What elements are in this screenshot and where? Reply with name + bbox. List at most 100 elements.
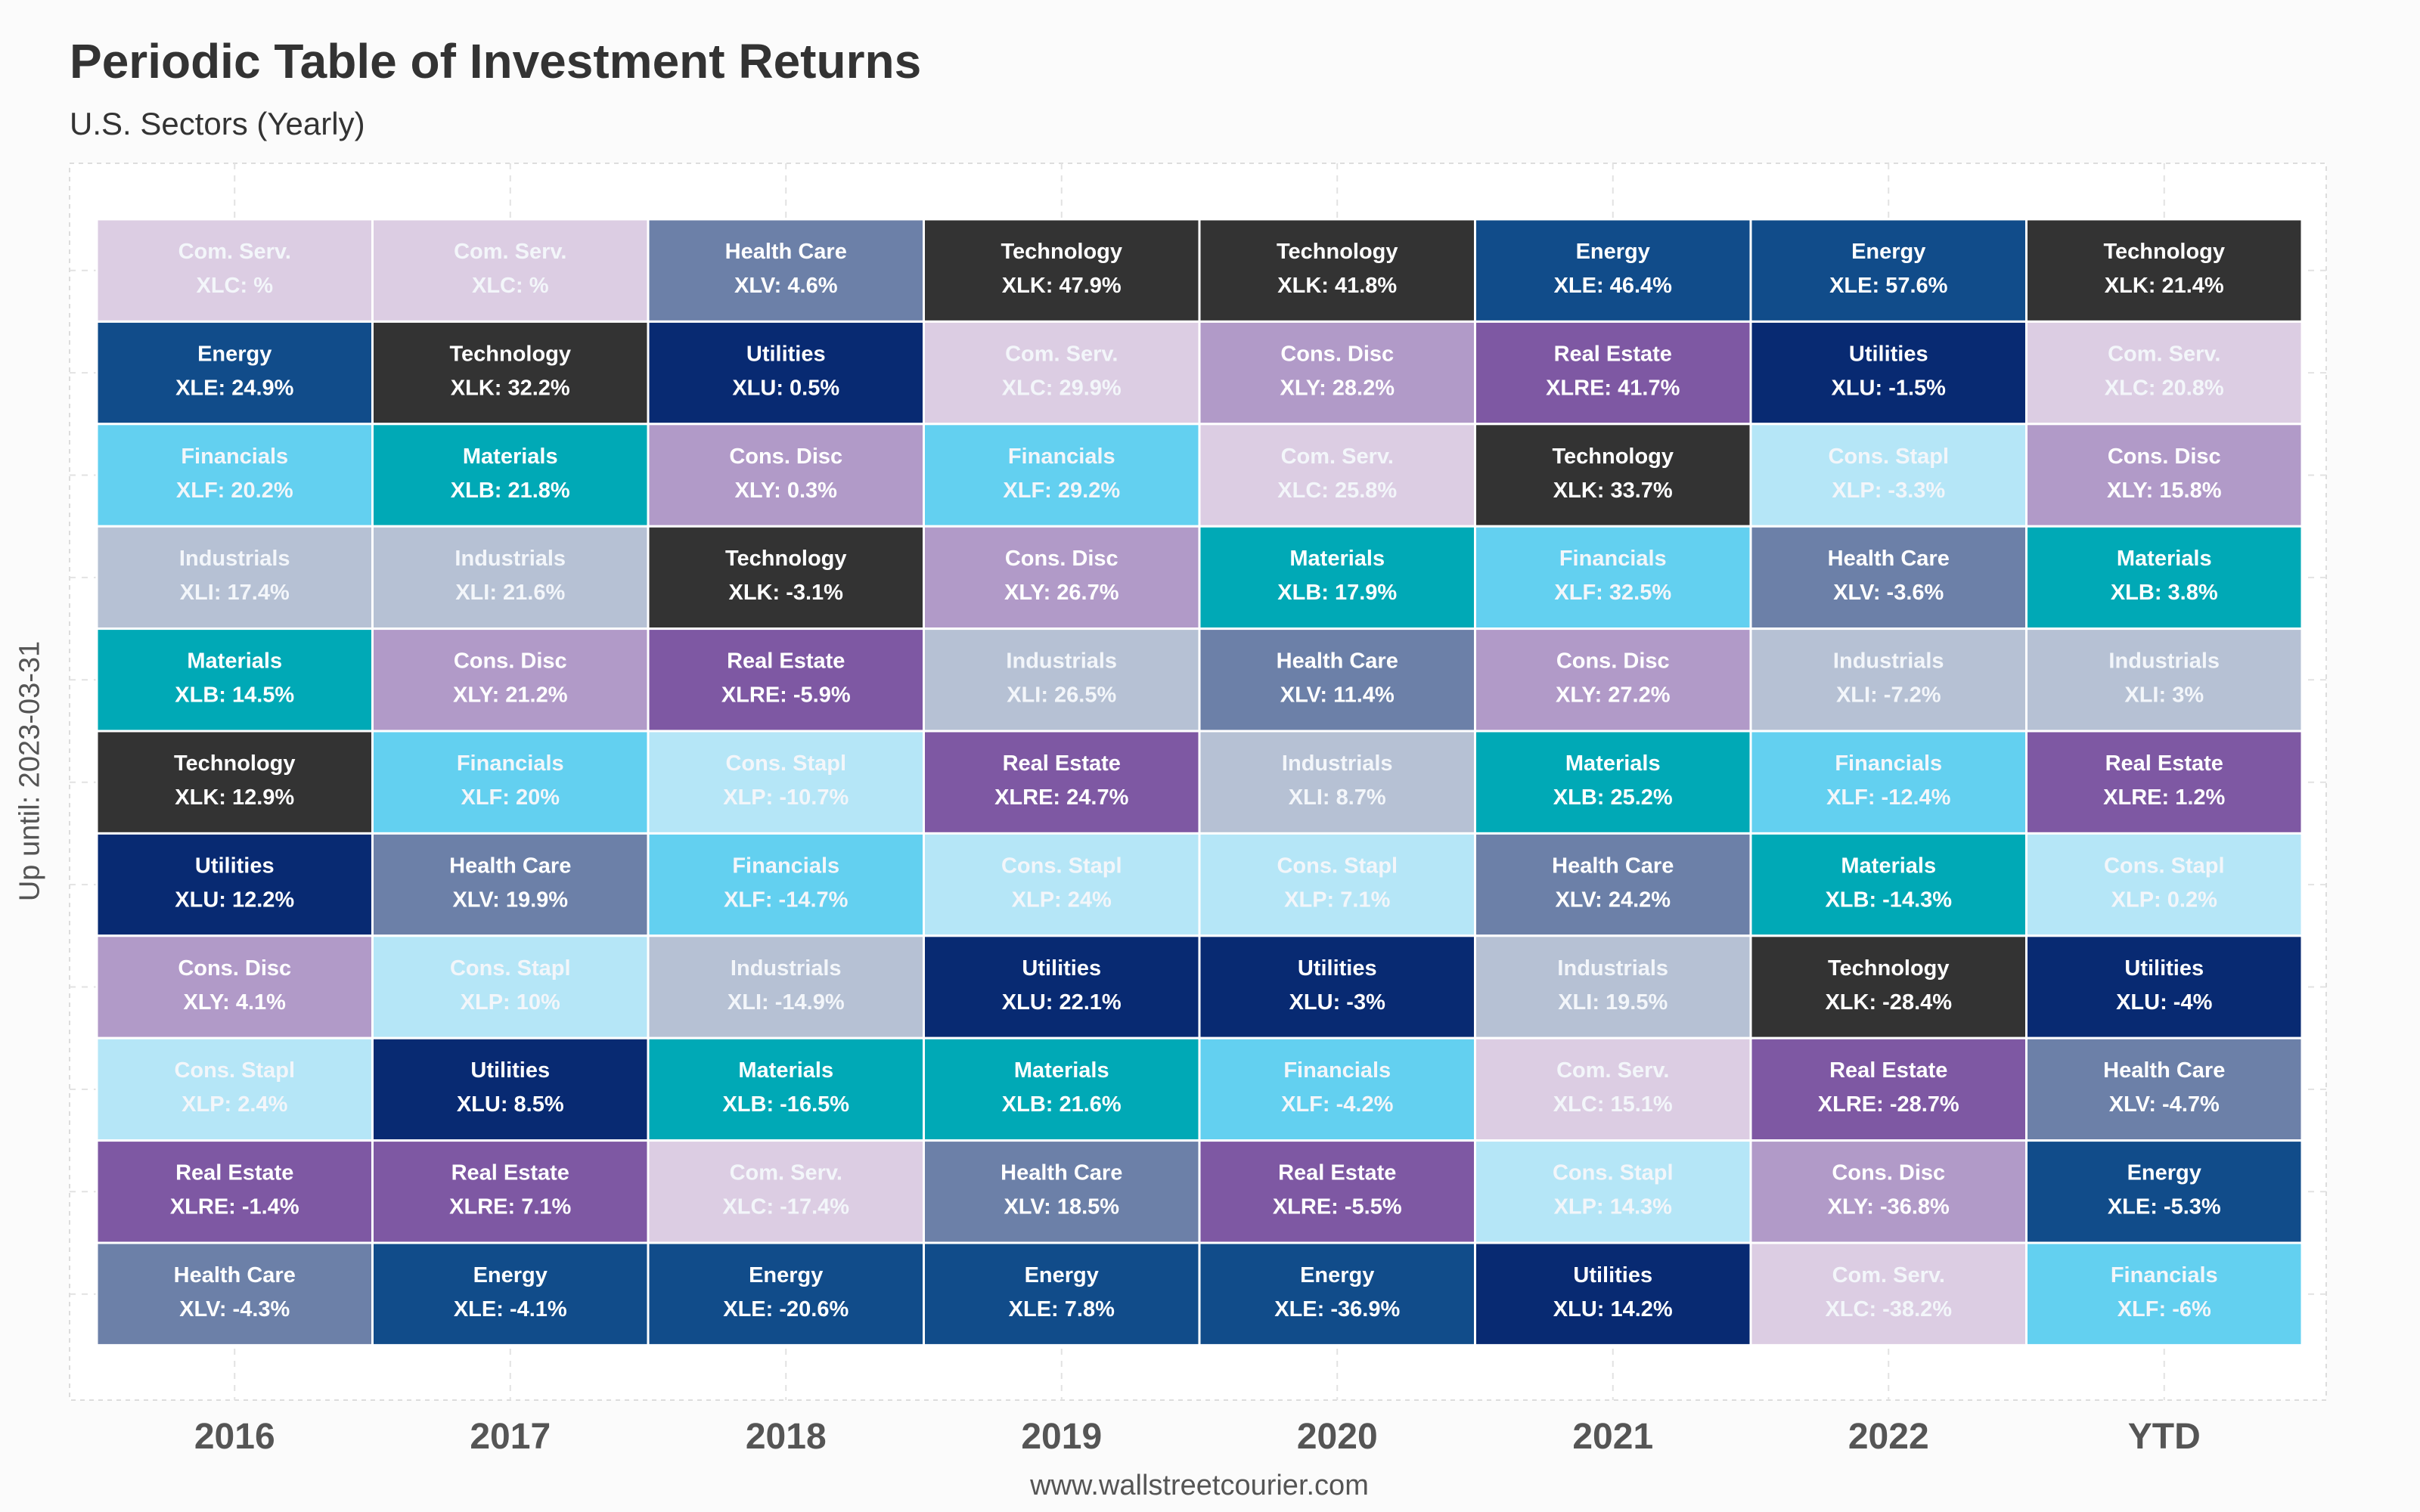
tile <box>95 1241 374 1346</box>
x-tick-label: 2021 <box>1572 1417 1653 1457</box>
tile <box>1749 730 2028 835</box>
tile <box>371 832 650 937</box>
tile-return-label: XLK: 41.8% <box>1277 274 1397 298</box>
tile-sector-label: Financials <box>1008 445 1115 469</box>
tile-sector-label: Industrials <box>1833 649 1944 674</box>
tile-sector-label: Com. Serv. <box>1832 1263 1945 1287</box>
tile <box>1749 1139 2028 1244</box>
tile-sector-label: Health Care <box>174 1263 296 1287</box>
tile-return-label: XLK: -28.4% <box>1825 990 1952 1015</box>
tile-sector-label: Real Estate <box>2105 751 2223 776</box>
tile-return-label: XLC: 20.8% <box>2105 376 2224 400</box>
tile <box>95 832 374 937</box>
tile-sector-label: Industrials <box>1006 649 1117 674</box>
tile-sector-label: Utilities <box>470 1058 550 1083</box>
tile-return-label: XLY: 21.2% <box>453 683 568 708</box>
tile-return-label: XLF: 20.2% <box>176 479 293 503</box>
tile-sector-label: Materials <box>738 1058 833 1083</box>
tile-sector-label: Technology <box>1828 956 1950 981</box>
tile-return-label: XLK: 33.7% <box>1553 479 1673 503</box>
tile-sector-label: Health Care <box>725 240 847 264</box>
tile-return-label: XLE: 7.8% <box>1009 1297 1115 1321</box>
tile-return-label: XLF: -4.2% <box>1281 1092 1393 1117</box>
tile-return-label: XLI: -7.2% <box>1836 683 1941 708</box>
tile <box>2025 1036 2304 1142</box>
tile-sector-label: Materials <box>463 445 558 469</box>
tile <box>1749 934 2028 1040</box>
tile-return-label: XLRE: -5.5% <box>1273 1195 1402 1219</box>
tile-sector-label: Energy <box>1025 1263 1099 1287</box>
tile-sector-label: Real Estate <box>1554 342 1672 366</box>
tile-return-label: XLB: 17.9% <box>1277 581 1397 605</box>
tile-sector-label: Cons. Disc <box>454 649 567 674</box>
tile-sector-label: Energy <box>197 342 271 366</box>
tile <box>2025 730 2304 835</box>
tile-sector-label: Financials <box>457 751 564 776</box>
tile-return-label: XLY: 4.1% <box>184 990 287 1015</box>
tile <box>371 320 650 426</box>
tile-return-label: XLV: -4.7% <box>2109 1092 2220 1117</box>
tile-sector-label: Health Care <box>2103 1058 2225 1083</box>
tile-sector-label: Utilities <box>1298 956 1377 981</box>
tile <box>1474 934 1752 1040</box>
tile <box>923 730 1201 835</box>
tile-sector-label: Financials <box>1835 751 1942 776</box>
tile <box>1474 627 1752 733</box>
tile-sector-label: Cons. Stapl <box>1828 445 1949 469</box>
tile-return-label: XLE: -4.1% <box>454 1297 567 1321</box>
tile-sector-label: Utilities <box>1573 1263 1652 1287</box>
tile-sector-label: Industrials <box>179 547 290 571</box>
x-tick-label: 2019 <box>1021 1417 1102 1457</box>
tile-return-label: XLK: -3.1% <box>729 581 844 605</box>
tile-return-label: XLK: 47.9% <box>1002 274 1122 298</box>
tile-sector-label: Health Care <box>1552 854 1674 878</box>
x-tick-label: YTD <box>2128 1417 2201 1457</box>
tile-return-label: XLF: -12.4% <box>1826 785 1951 810</box>
tile-return-label: XLP: 7.1% <box>1284 888 1390 912</box>
tile-sector-label: Health Care <box>1828 547 1950 571</box>
tile-return-label: XLI: 19.5% <box>1558 990 1668 1015</box>
tile <box>95 934 374 1040</box>
tile <box>1749 423 2028 528</box>
tile <box>95 218 374 323</box>
tile-sector-label: Real Estate <box>1278 1161 1396 1185</box>
tile-sector-label: Financials <box>1283 1058 1391 1083</box>
tile <box>1474 832 1752 937</box>
tile-return-label: XLI: -14.9% <box>728 990 845 1015</box>
tile-return-label: XLY: -36.8% <box>1828 1195 1950 1219</box>
tile <box>647 832 925 937</box>
tile <box>1474 1241 1752 1346</box>
tile-sector-label: Health Care <box>1001 1161 1122 1185</box>
tile-sector-label: Technology <box>1277 240 1398 264</box>
tile-return-label: XLB: 21.8% <box>451 479 570 503</box>
tile-return-label: XLI: 3% <box>2124 683 2204 708</box>
tile <box>1198 218 1476 323</box>
tile-return-label: XLV: 11.4% <box>1280 683 1395 708</box>
tile-sector-label: Real Estate <box>175 1161 293 1185</box>
tile <box>1474 1139 1752 1244</box>
tile-return-label: XLP: 2.4% <box>182 1092 287 1117</box>
tile-return-label: XLU: 0.5% <box>732 376 839 400</box>
tile <box>923 1241 1201 1346</box>
tile-sector-label: Cons. Disc <box>178 956 291 981</box>
tile <box>95 320 374 426</box>
tile-sector-label: Technology <box>2103 240 2225 264</box>
tile-return-label: XLI: 21.6% <box>455 581 565 605</box>
tile <box>1749 218 2028 323</box>
tile-return-label: XLC: -38.2% <box>1825 1297 1952 1321</box>
tile-sector-label: Cons. Disc <box>1280 342 1394 366</box>
tile-return-label: XLP: 14.3% <box>1554 1195 1673 1219</box>
tile-return-label: XLF: -6% <box>2118 1297 2211 1321</box>
tile-return-label: XLK: 21.4% <box>2105 274 2224 298</box>
tile-return-label: XLU: 8.5% <box>457 1092 564 1117</box>
tile-sector-label: Energy <box>1300 1263 1374 1287</box>
tile-return-label: XLF: 20% <box>461 785 560 810</box>
tile <box>371 1139 650 1244</box>
tile-sector-label: Energy <box>473 1263 548 1287</box>
x-tick-label: 2020 <box>1297 1417 1378 1457</box>
tile-return-label: XLC: 29.9% <box>1002 376 1122 400</box>
tile <box>647 320 925 426</box>
tile-return-label: XLRE: 1.2% <box>2103 785 2225 810</box>
tile-sector-label: Technology <box>1552 445 1674 469</box>
tile-return-label: XLU: -4% <box>2116 990 2213 1015</box>
